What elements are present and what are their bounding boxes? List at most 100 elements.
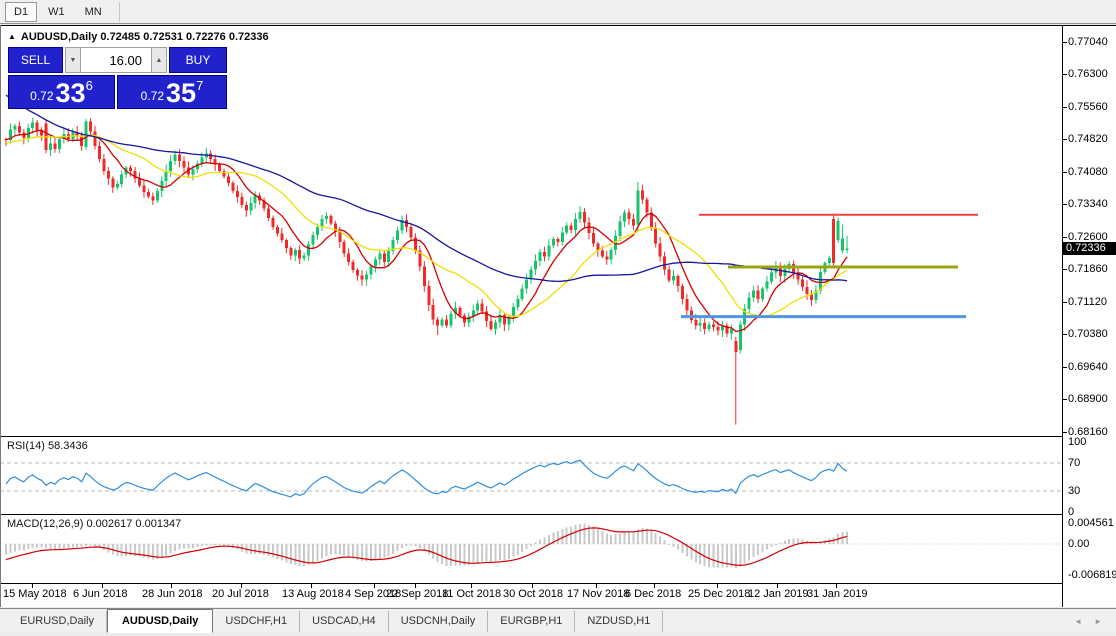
chart-tab-usdcad[interactable]: USDCAD,H4 bbox=[300, 611, 389, 632]
macd-histogram-bar bbox=[712, 544, 715, 568]
candle bbox=[809, 289, 813, 306]
candle bbox=[542, 246, 546, 262]
macd-histogram-bar bbox=[254, 544, 257, 554]
macd-histogram-bar bbox=[583, 523, 586, 544]
candle bbox=[169, 154, 173, 178]
candle bbox=[698, 316, 702, 332]
macd-histogram-bar bbox=[427, 544, 430, 555]
candle bbox=[151, 192, 155, 205]
macd-histogram-bar bbox=[80, 544, 83, 548]
candle bbox=[311, 231, 315, 250]
macd-histogram-bar bbox=[196, 544, 199, 548]
price-tick-label: 0.71120 bbox=[1068, 295, 1107, 308]
macd-histogram-bar bbox=[472, 544, 475, 565]
macd-histogram-bar bbox=[485, 544, 488, 562]
macd-histogram-bar bbox=[387, 544, 390, 557]
volume-input[interactable] bbox=[81, 47, 151, 73]
candle bbox=[13, 123, 17, 136]
chart-tab-eurusd[interactable]: EURUSD,Daily bbox=[8, 611, 107, 632]
candle bbox=[284, 238, 288, 254]
macd-histogram-bar bbox=[272, 544, 274, 558]
candle bbox=[347, 248, 351, 266]
macd-histogram-bar bbox=[730, 544, 733, 567]
macd-scale-label: 0.00 bbox=[1068, 538, 1090, 550]
sell-button[interactable]: SELL bbox=[8, 47, 63, 73]
candle bbox=[502, 312, 506, 332]
chart-ohlc-values: 0.72485 0.72531 0.72276 0.72336 bbox=[100, 31, 269, 43]
macd-histogram-bar bbox=[797, 538, 800, 544]
volume-decrease-icon[interactable]: ▼ bbox=[65, 47, 81, 73]
panel-borders bbox=[0, 25, 1067, 607]
macd-histogram-bar bbox=[298, 544, 301, 566]
macd-histogram-bar bbox=[587, 524, 590, 544]
current-price-tag: 0.72336 bbox=[1063, 241, 1116, 255]
candle bbox=[707, 321, 711, 332]
tab-scroll-right-icon[interactable]: ► bbox=[1094, 617, 1102, 626]
macd-histogram-bar bbox=[703, 544, 706, 567]
candle bbox=[249, 196, 253, 216]
timeframe-button-w1[interactable]: W1 bbox=[48, 5, 65, 18]
candle bbox=[792, 260, 796, 279]
macd-histogram-bar bbox=[98, 544, 101, 548]
tab-scroll-left-icon[interactable]: ◄ bbox=[1074, 617, 1083, 626]
candle bbox=[431, 298, 435, 325]
chart-tab-usdcnh[interactable]: USDCNH,Daily bbox=[389, 611, 489, 632]
macd-histogram-bar bbox=[134, 544, 137, 557]
candle bbox=[453, 301, 457, 319]
candle bbox=[676, 274, 680, 292]
macd-histogram-bar bbox=[423, 544, 426, 551]
macd-histogram-bar bbox=[494, 544, 497, 562]
price-tick-label: 0.68900 bbox=[1068, 393, 1108, 406]
rsi-scale-label: 70 bbox=[1068, 457, 1081, 469]
candle bbox=[827, 255, 831, 266]
macd-histogram-bar bbox=[147, 544, 150, 559]
macd-histogram-bar bbox=[94, 544, 96, 547]
chart-tab-eurgbp[interactable]: EURGBP,H1 bbox=[488, 611, 576, 632]
macd-histogram-bar bbox=[5, 544, 7, 555]
macd-histogram-bar bbox=[76, 544, 79, 547]
macd-histogram-bar bbox=[547, 534, 550, 544]
candle bbox=[680, 283, 684, 305]
macd-histogram-bar bbox=[343, 544, 346, 556]
macd-histogram-bar bbox=[409, 544, 412, 546]
bid-price-tile[interactable]: 0.72 33 6 bbox=[8, 75, 115, 109]
candle bbox=[609, 247, 613, 265]
macd-histogram-bar bbox=[165, 544, 168, 557]
candle bbox=[182, 156, 186, 173]
trade-controls-row: SELL ▼ ▲ BUY bbox=[8, 47, 227, 73]
chart-tab-nzdusd[interactable]: NZDUSD,H1 bbox=[575, 611, 664, 632]
macd-histogram-bar bbox=[770, 544, 773, 547]
collapse-chart-icon[interactable]: ▲ bbox=[8, 32, 16, 41]
candle bbox=[275, 224, 279, 237]
macd-histogram-bar bbox=[436, 544, 439, 562]
candle bbox=[31, 117, 35, 134]
buy-button[interactable]: BUY bbox=[169, 47, 227, 73]
macd-histogram-bar bbox=[463, 544, 466, 566]
candle bbox=[534, 254, 538, 275]
price-tick-label: 0.73340 bbox=[1068, 198, 1108, 211]
ask-price-pipette: 7 bbox=[196, 78, 204, 93]
macd-histogram-bar bbox=[258, 544, 261, 555]
volume-increase-icon[interactable]: ▲ bbox=[151, 47, 167, 73]
timeframe-button-d1[interactable]: D1 bbox=[5, 1, 38, 22]
ask-price-tile[interactable]: 0.72 35 7 bbox=[117, 75, 227, 109]
chart-tab-audusd[interactable]: AUDUSD,Daily bbox=[106, 609, 214, 633]
timeframe-button-mn[interactable]: MN bbox=[84, 5, 102, 18]
macd-histogram-bar bbox=[361, 544, 363, 562]
candle bbox=[525, 273, 529, 294]
candle bbox=[80, 131, 84, 151]
bid-price-big: 33 bbox=[55, 78, 86, 108]
macd-histogram-bar bbox=[512, 544, 515, 557]
candle bbox=[725, 323, 729, 338]
candle bbox=[253, 191, 257, 209]
macd-histogram-bar bbox=[645, 528, 648, 544]
top-toolbar: D1 W1 MN bbox=[0, 0, 1116, 24]
candle bbox=[565, 222, 569, 235]
date-tick-label: 20 Jul 2018 bbox=[212, 588, 269, 600]
chart-tab-usdchf[interactable]: USDCHF,H1 bbox=[213, 611, 301, 632]
candle bbox=[356, 268, 360, 281]
candle bbox=[574, 212, 578, 237]
macd-histogram-bar bbox=[659, 536, 662, 544]
candle bbox=[40, 127, 44, 141]
